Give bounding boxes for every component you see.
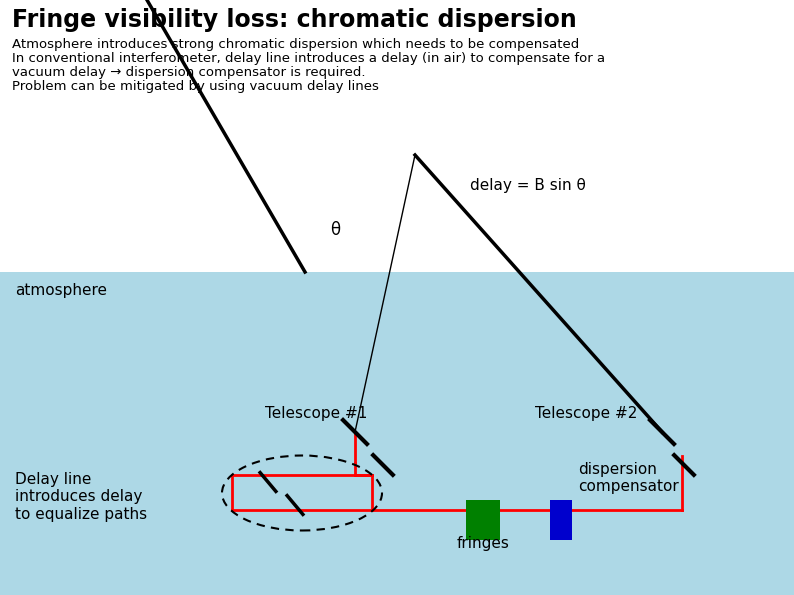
Bar (550, 500, 572, 540)
Text: Fringe visibility loss: chromatic dispersion: Fringe visibility loss: chromatic disper… (12, 8, 576, 32)
Text: Problem can be mitigated by using vacuum delay lines: Problem can be mitigated by using vacuum… (12, 80, 379, 93)
Text: θ: θ (330, 221, 340, 239)
Text: vacuum delay → dispersion compensator is required.: vacuum delay → dispersion compensator is… (12, 66, 365, 79)
Text: Telescope #1: Telescope #1 (265, 406, 368, 421)
Text: atmosphere: atmosphere (15, 283, 107, 298)
Text: In conventional interferometer, delay line introduces a delay (in air) to compen: In conventional interferometer, delay li… (12, 52, 605, 65)
Text: delay = B sin θ: delay = B sin θ (470, 178, 586, 193)
Bar (466, 500, 500, 540)
Text: fringes: fringes (457, 536, 510, 551)
Text: Telescope #2: Telescope #2 (535, 406, 638, 421)
Bar (0, 272, 794, 595)
Text: Delay line
introduces delay
to equalize paths: Delay line introduces delay to equalize … (15, 472, 147, 522)
Text: Atmosphere introduces strong chromatic dispersion which needs to be compensated: Atmosphere introduces strong chromatic d… (12, 38, 580, 51)
Text: dispersion
compensator: dispersion compensator (578, 462, 679, 494)
